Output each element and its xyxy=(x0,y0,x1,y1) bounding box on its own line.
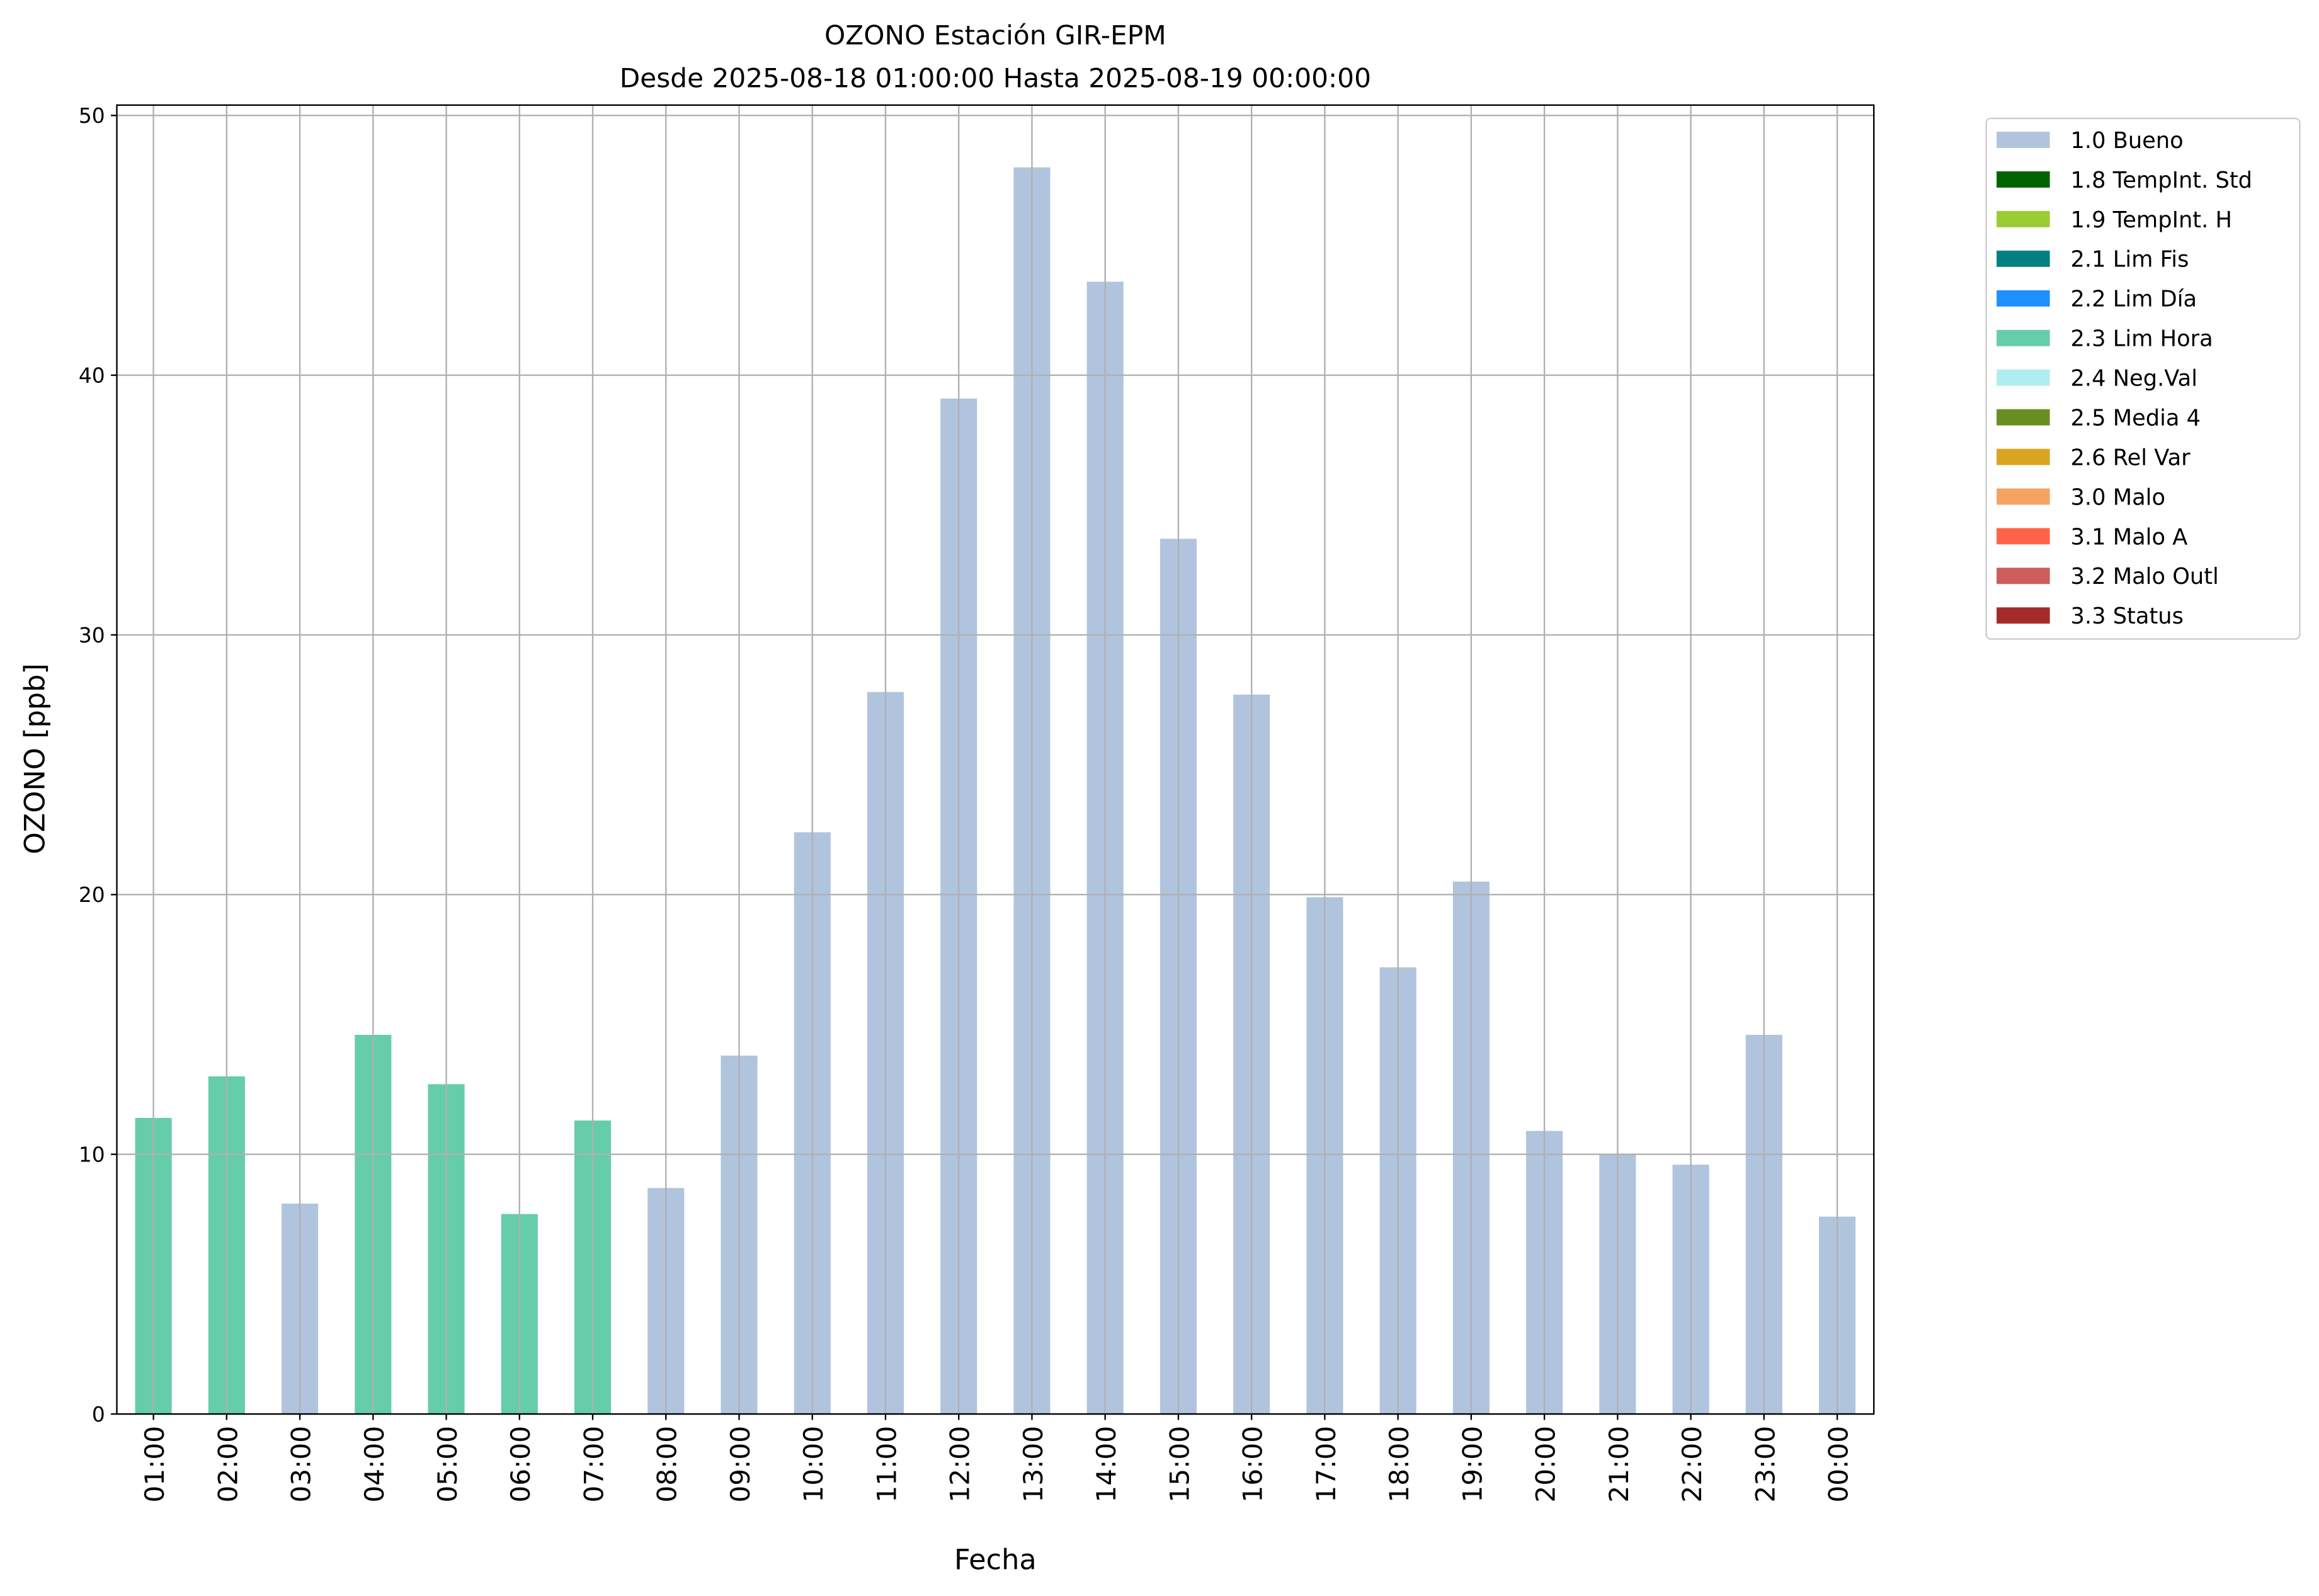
legend-label: 2.3 Lim Hora xyxy=(2071,326,2213,352)
legend-swatch xyxy=(1997,250,2050,267)
y-tick-label: 30 xyxy=(79,623,105,647)
x-tick-label: 17:00 xyxy=(1311,1426,1342,1503)
legend-swatch xyxy=(1997,488,2050,505)
legend-swatch xyxy=(1997,448,2050,465)
x-tick-label: 10:00 xyxy=(798,1426,829,1503)
legend-label: 1.0 Bueno xyxy=(2071,128,2184,154)
legend-label: 2.1 Lim Fis xyxy=(2071,247,2189,273)
legend-swatch xyxy=(1997,290,2050,307)
legend-swatch xyxy=(1997,369,2050,386)
legend-box xyxy=(1985,117,2301,640)
legend-label: 2.4 Neg.Val xyxy=(2071,366,2198,392)
x-tick-label: 23:00 xyxy=(1750,1426,1781,1503)
x-tick-label: 01:00 xyxy=(139,1426,170,1503)
legend-swatch xyxy=(1997,171,2050,188)
legend-swatch xyxy=(1997,132,2050,148)
y-tick-label: 10 xyxy=(79,1142,105,1166)
legend-label: 2.5 Media 4 xyxy=(2071,405,2201,431)
x-tick-label: 03:00 xyxy=(286,1426,317,1503)
legend-swatch xyxy=(1997,567,2050,584)
legend-swatch xyxy=(1997,210,2050,227)
x-axis-label: Fecha xyxy=(954,1544,1037,1576)
x-tick-label: 19:00 xyxy=(1457,1426,1488,1503)
x-tick-label: 05:00 xyxy=(432,1426,463,1503)
x-tick-label: 16:00 xyxy=(1238,1426,1268,1503)
x-tick-label: 15:00 xyxy=(1164,1426,1195,1503)
legend-swatch xyxy=(1997,528,2050,545)
legend-label: 2.2 Lim Día xyxy=(2071,287,2197,312)
x-tick-label: 00:00 xyxy=(1823,1426,1854,1503)
x-tick-label: 08:00 xyxy=(652,1426,683,1503)
legend-swatch xyxy=(1997,329,2050,346)
chart-title: OZONO Estación GIR-EPM xyxy=(824,20,1166,51)
legend-label: 1.8 TempInt. Std xyxy=(2071,168,2252,193)
legend-label: 2.6 Rel Var xyxy=(2071,445,2191,470)
legend-label: 3.0 Malo xyxy=(2071,484,2166,510)
x-tick-label: 14:00 xyxy=(1091,1426,1122,1503)
y-tick-label: 50 xyxy=(79,103,105,128)
plot-frame xyxy=(116,104,1875,1415)
legend-label: 3.2 Malo Outl xyxy=(2071,564,2219,590)
y-tick-label: 0 xyxy=(92,1402,105,1427)
x-tick-label: 07:00 xyxy=(578,1426,609,1503)
y-tick-label: 40 xyxy=(79,363,105,387)
y-tick-label: 20 xyxy=(79,882,105,907)
y-axis-label: OZONO [ppb] xyxy=(18,663,51,854)
x-tick-label: 20:00 xyxy=(1530,1426,1561,1503)
chart-subtitle: Desde 2025-08-18 01:00:00 Hasta 2025-08-… xyxy=(620,63,1371,94)
x-tick-label: 22:00 xyxy=(1677,1426,1707,1503)
x-tick-label: 02:00 xyxy=(212,1426,243,1503)
x-tick-label: 11:00 xyxy=(871,1426,902,1503)
legend-label: 1.9 TempInt. H xyxy=(2071,207,2232,233)
x-tick-label: 12:00 xyxy=(945,1426,976,1503)
x-tick-label: 18:00 xyxy=(1384,1426,1415,1503)
x-tick-label: 09:00 xyxy=(725,1426,756,1503)
x-tick-label: 13:00 xyxy=(1018,1426,1049,1503)
legend-swatch xyxy=(1997,409,2050,426)
legend-swatch xyxy=(1997,607,2050,624)
legend-label: 3.1 Malo A xyxy=(2071,524,2188,550)
x-tick-label: 21:00 xyxy=(1604,1426,1634,1503)
x-tick-label: 04:00 xyxy=(359,1426,390,1503)
x-tick-label: 06:00 xyxy=(505,1426,536,1503)
legend-label: 3.3 Status xyxy=(2071,603,2184,629)
